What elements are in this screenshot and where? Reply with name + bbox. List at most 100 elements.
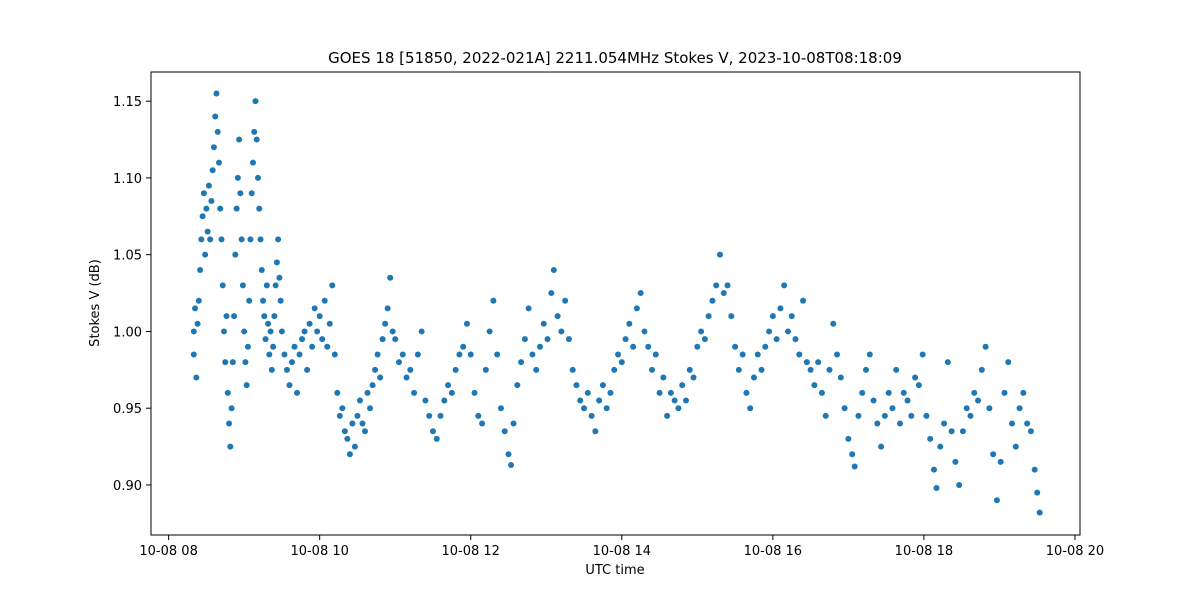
x-tick-label: 10-08 18	[895, 544, 953, 559]
data-point	[562, 297, 569, 304]
data-point	[239, 282, 246, 289]
data-point	[713, 282, 720, 289]
data-point	[807, 366, 814, 373]
data-point	[705, 313, 712, 320]
data-point	[975, 397, 982, 404]
data-point	[395, 359, 402, 366]
data-point	[800, 297, 807, 304]
data-point	[277, 297, 284, 304]
data-point	[463, 320, 470, 327]
data-point	[803, 359, 810, 366]
data-point	[254, 174, 261, 181]
data-point	[664, 412, 671, 419]
data-point	[278, 328, 285, 335]
data-point	[952, 458, 959, 465]
data-point	[845, 435, 852, 442]
data-point	[611, 366, 618, 373]
y-tick-label: 1.05	[113, 249, 142, 264]
data-point	[475, 412, 482, 419]
data-point	[299, 336, 306, 343]
data-point	[622, 336, 629, 343]
data-point	[893, 366, 900, 373]
y-axis-label: Stokes V (dB)	[88, 259, 103, 347]
data-point	[630, 343, 637, 350]
data-point	[311, 305, 318, 312]
data-point	[596, 397, 603, 404]
data-point	[208, 197, 215, 204]
data-point	[441, 397, 448, 404]
data-point	[329, 282, 336, 289]
data-point	[202, 251, 209, 258]
data-point	[508, 461, 515, 468]
data-point	[272, 282, 279, 289]
data-point	[456, 351, 463, 358]
data-point	[792, 336, 799, 343]
data-point	[919, 351, 926, 358]
data-point	[788, 313, 795, 320]
data-point	[959, 428, 966, 435]
data-point	[490, 297, 497, 304]
x-tick-label: 10-08 10	[290, 544, 348, 559]
data-point	[437, 412, 444, 419]
data-point	[667, 389, 674, 396]
data-point	[260, 297, 267, 304]
data-point	[536, 343, 543, 350]
data-point	[331, 351, 338, 358]
data-point	[548, 290, 555, 297]
data-point	[273, 259, 280, 266]
data-point	[735, 366, 742, 373]
data-point	[242, 359, 249, 366]
data-point	[229, 359, 236, 366]
data-point	[986, 405, 993, 412]
data-point	[354, 412, 361, 419]
data-point	[232, 251, 239, 258]
data-point	[694, 343, 701, 350]
data-point	[656, 389, 663, 396]
data-point	[377, 374, 384, 381]
data-point	[479, 420, 486, 427]
data-point	[291, 343, 298, 350]
data-point	[204, 228, 211, 235]
data-point	[336, 412, 343, 419]
data-point	[296, 351, 303, 358]
data-point	[859, 389, 866, 396]
data-point	[577, 397, 584, 404]
data-point	[881, 412, 888, 419]
data-point	[581, 405, 588, 412]
data-point	[540, 320, 547, 327]
data-point	[855, 412, 862, 419]
data-point	[316, 313, 323, 320]
data-point	[851, 463, 858, 470]
data-point	[937, 443, 944, 450]
data-point	[429, 428, 436, 435]
data-point	[218, 236, 225, 243]
data-point	[193, 374, 200, 381]
data-point	[818, 389, 825, 396]
data-point	[690, 374, 697, 381]
data-point	[569, 366, 576, 373]
data-point	[356, 397, 363, 404]
data-point	[584, 389, 591, 396]
data-point	[544, 336, 551, 343]
data-point	[811, 382, 818, 389]
data-point	[1034, 489, 1041, 496]
data-point	[217, 205, 224, 212]
data-point	[822, 412, 829, 419]
data-point	[214, 128, 221, 135]
data-point	[1009, 420, 1016, 427]
data-point	[505, 451, 512, 458]
data-point	[418, 328, 425, 335]
data-point	[198, 236, 205, 243]
data-point	[251, 128, 258, 135]
data-point	[209, 167, 216, 174]
axes-frame	[150, 71, 1081, 536]
data-point	[930, 466, 937, 473]
data-point	[747, 405, 754, 412]
data-point	[514, 382, 521, 389]
data-point	[923, 412, 930, 419]
data-point	[268, 366, 275, 373]
x-tick-label: 10-08 20	[1046, 544, 1104, 559]
data-point	[258, 267, 265, 274]
data-point	[533, 366, 540, 373]
